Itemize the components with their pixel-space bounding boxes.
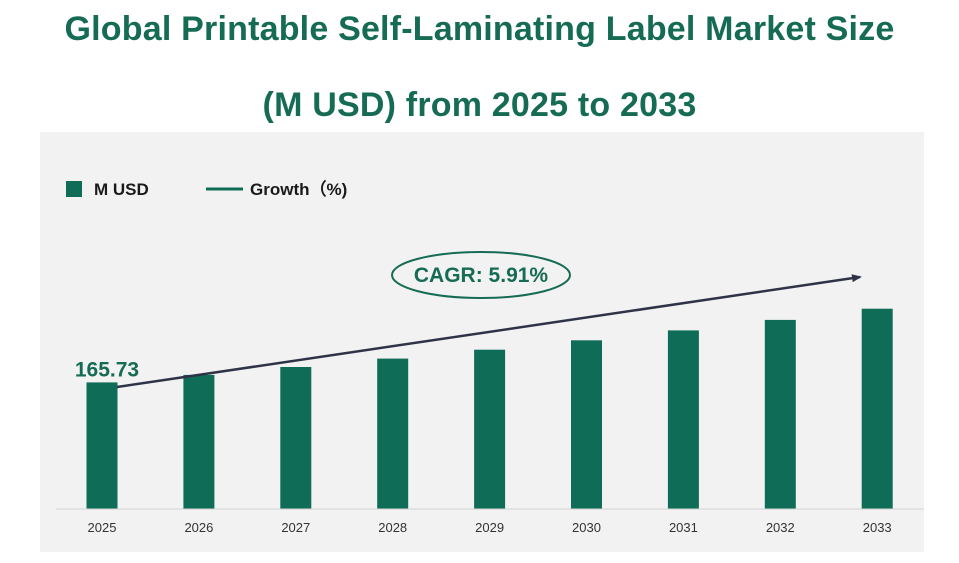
x-tick-label-2026: 2026	[184, 520, 213, 535]
x-tick-label-2033: 2033	[863, 520, 892, 535]
x-tick-label-2029: 2029	[475, 520, 504, 535]
bar-2026	[183, 374, 215, 509]
legend-bar-swatch	[66, 181, 82, 197]
bar-2030	[571, 340, 602, 509]
bar-2027	[280, 367, 312, 509]
x-tick-label-2032: 2032	[766, 520, 795, 535]
bars-layer	[86, 308, 893, 509]
bar-2028	[377, 358, 409, 509]
bar-2031	[667, 330, 699, 509]
data-label-2025: 165.73	[75, 358, 139, 381]
chart-title-line-2: (M USD) from 2025 to 2033	[262, 86, 697, 124]
bar-2033	[861, 308, 893, 509]
data-labels: 165.73	[75, 358, 139, 381]
bar-2029	[474, 349, 506, 509]
x-tick-labels: 2025 2026 2027 2028 2029 2030 2031 2032 2033	[88, 520, 892, 535]
x-tick-label-2025: 2025	[88, 520, 117, 535]
x-tick-label-2028: 2028	[378, 520, 407, 535]
x-tick-label-2030: 2030	[572, 520, 601, 535]
cagr-ellipse	[391, 251, 571, 299]
legend-bar-label: M USD	[94, 180, 149, 199]
legend-line-label: Growth（%)	[250, 179, 347, 199]
trend-arrow	[116, 274, 862, 389]
x-tick-label-2027: 2027	[281, 520, 310, 535]
chart-title-line-1: Global Printable Self-Laminating Label M…	[64, 10, 895, 48]
cagr-label: CAGR: 5.91%	[414, 264, 549, 287]
x-tick-label-2031: 2031	[669, 520, 698, 535]
bar-2025	[86, 382, 118, 509]
bar-2032	[764, 319, 796, 509]
